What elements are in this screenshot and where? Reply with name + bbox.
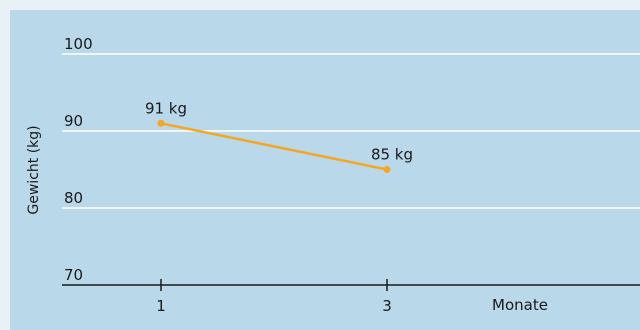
series-layer: 91 kg 85 kg [145, 99, 413, 173]
y-tick-label-80: 80 [64, 189, 83, 207]
x-axis-label: Monate [492, 296, 548, 314]
data-point-3 [383, 166, 391, 173]
plot-area [10, 10, 640, 330]
x-tick-label-1: 1 [156, 297, 166, 315]
x-tick-label-3: 3 [382, 297, 392, 315]
axis-labels: Gewicht (kg) Monate [26, 125, 548, 314]
y-axis-label: Gewicht (kg) [26, 125, 42, 214]
data-point-1 [157, 119, 165, 127]
grid-lines: 70 80 90 100 [62, 35, 640, 284]
series-line-0 [160, 122, 388, 171]
y-tick-label-90: 90 [64, 112, 83, 130]
data-label-3: 85 kg [371, 146, 413, 164]
y-tick-label-100: 100 [64, 35, 93, 53]
data-label-1: 91 kg [145, 99, 187, 117]
y-tick-label-70: 70 [64, 266, 83, 284]
